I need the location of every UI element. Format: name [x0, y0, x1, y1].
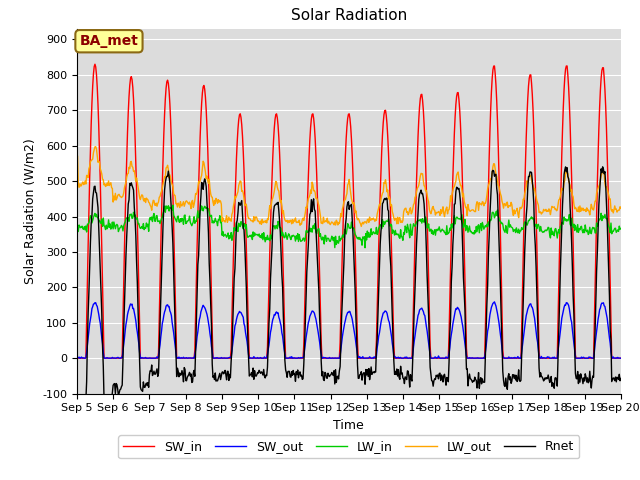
LW_in	[361, 245, 369, 251]
Rnet	[84, 340, 92, 346]
LW_in	[417, 218, 424, 224]
SW_in	[617, 355, 625, 361]
LW_in	[73, 223, 81, 229]
Text: BA_met: BA_met	[79, 34, 138, 48]
LW_out	[140, 197, 147, 203]
LW_out	[195, 179, 202, 184]
X-axis label: Time: Time	[333, 419, 364, 432]
LW_in	[83, 229, 90, 235]
LW_out	[358, 224, 365, 229]
LW_out	[92, 144, 100, 150]
LW_in	[139, 226, 147, 231]
SW_out	[84, 342, 92, 348]
Y-axis label: Solar Radiation (W/m2): Solar Radiation (W/m2)	[24, 138, 36, 284]
SW_in	[83, 316, 90, 322]
Rnet	[195, 252, 202, 258]
SW_out	[140, 355, 147, 361]
Legend: SW_in, SW_out, LW_in, LW_out, Rnet: SW_in, SW_out, LW_in, LW_out, Rnet	[118, 435, 579, 458]
LW_out	[73, 150, 81, 156]
SW_in	[91, 61, 99, 67]
SW_out	[195, 322, 202, 328]
Rnet	[140, 379, 147, 385]
LW_out	[433, 209, 440, 215]
LW_out	[83, 172, 90, 178]
SW_in	[195, 183, 202, 189]
Line: SW_in: SW_in	[77, 64, 621, 358]
SW_in	[73, 355, 81, 361]
LW_in	[617, 226, 625, 231]
Rnet	[599, 164, 607, 170]
SW_in	[140, 355, 147, 361]
LW_out	[617, 205, 625, 211]
SW_out	[74, 355, 81, 361]
Rnet	[223, 369, 231, 374]
Line: Rnet: Rnet	[77, 167, 621, 434]
Rnet	[617, 376, 625, 382]
LW_in	[169, 203, 177, 208]
Rnet	[73, 429, 81, 435]
SW_out	[431, 354, 439, 360]
SW_out	[223, 355, 231, 361]
SW_in	[223, 355, 231, 361]
Line: LW_in: LW_in	[77, 205, 621, 248]
LW_out	[417, 173, 424, 179]
SW_out	[491, 299, 499, 305]
SW_in	[416, 104, 424, 110]
SW_in	[431, 355, 439, 361]
SW_out	[73, 355, 81, 360]
LW_in	[223, 233, 231, 239]
Title: Solar Radiation: Solar Radiation	[291, 9, 407, 24]
LW_out	[223, 219, 231, 225]
SW_out	[617, 355, 625, 361]
LW_in	[433, 227, 440, 232]
SW_out	[416, 307, 424, 313]
Rnet	[74, 431, 81, 437]
Line: SW_out: SW_out	[77, 302, 621, 358]
Line: LW_out: LW_out	[77, 147, 621, 227]
Rnet	[431, 377, 439, 383]
Rnet	[416, 191, 424, 197]
LW_in	[195, 215, 202, 221]
